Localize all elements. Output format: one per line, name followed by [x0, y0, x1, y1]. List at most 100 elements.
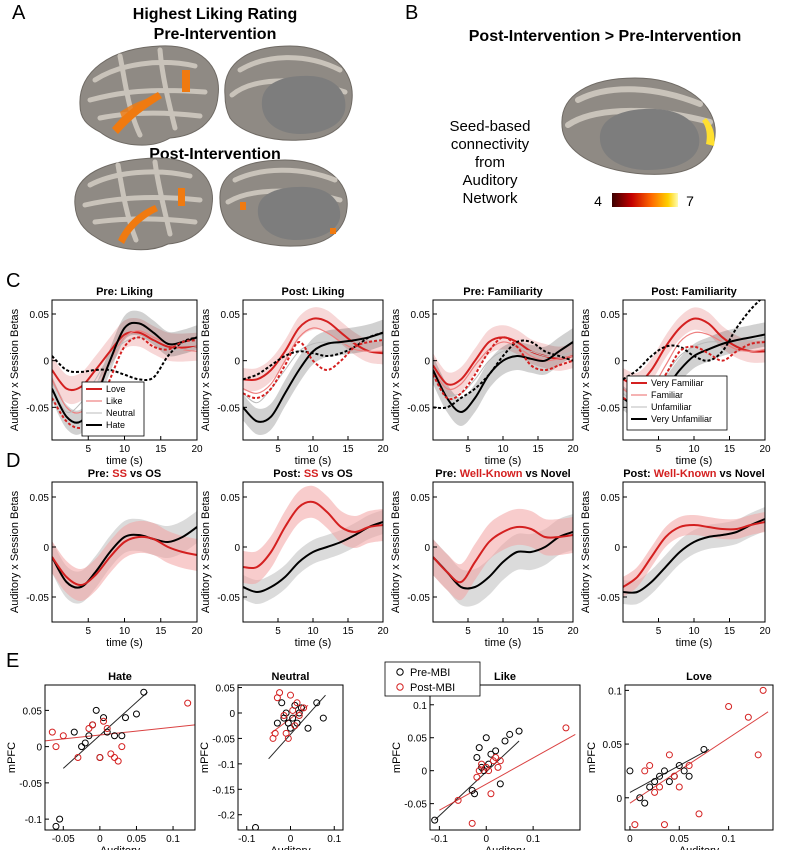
data-point-post — [287, 691, 294, 699]
title-part: Pre: — [88, 468, 112, 480]
title-part: Pre: — [435, 468, 459, 480]
seed-description: Seed-based connectivity from Auditory Ne… — [430, 118, 550, 208]
data-point-post — [284, 734, 292, 742]
data-point-pre — [304, 724, 312, 732]
data-point-pre — [111, 732, 119, 740]
data-point-pre — [278, 699, 286, 707]
y-axis-label: Auditory x Session Betas — [9, 308, 21, 431]
data-point-pre — [515, 727, 523, 735]
legend-label: Familiar — [651, 390, 683, 400]
title-part: vs OS — [319, 468, 353, 480]
x-tick-label: 0 — [97, 834, 103, 845]
data-point-pre — [501, 737, 509, 745]
chart-title: Hate — [108, 671, 132, 683]
panel-a-pre-label: Pre-Intervention — [153, 26, 277, 43]
title-part: SS — [112, 468, 127, 480]
data-point-post — [100, 717, 108, 725]
title-part: vs OS — [127, 468, 161, 480]
data-point-post — [96, 754, 104, 761]
x-tick-label: 0 — [627, 834, 633, 845]
x-tick-label: 10 — [119, 444, 131, 455]
data-point-post — [48, 728, 56, 736]
panel-letter-b: B — [405, 2, 419, 24]
legend-label: Neutral — [106, 408, 135, 418]
y-axis-label: mPFC — [586, 742, 598, 773]
y-tick-label: 0.05 — [221, 310, 241, 321]
x-tick-label: 15 — [155, 444, 167, 455]
y-tick-label: 0 — [421, 767, 427, 778]
series-line — [243, 331, 383, 423]
y-tick-label: 0 — [43, 543, 49, 554]
y-axis-label: Auditory x Session Betas — [9, 490, 21, 613]
y-tick-label: 0 — [424, 543, 430, 554]
plot-area — [431, 724, 576, 827]
y-tick-label: 0.05 — [23, 706, 43, 717]
y-tick-label: -0.1 — [218, 760, 236, 771]
data-point-post — [631, 821, 639, 829]
legend-label-post: Post-MBI — [410, 682, 455, 694]
x-axis-label: Auditory — [100, 845, 141, 850]
x-axis-label: time (s) — [485, 637, 522, 649]
plot-area — [243, 485, 383, 604]
panel-letter-d: D — [6, 450, 21, 472]
data-point-post — [74, 754, 82, 761]
data-point-pre — [100, 714, 108, 722]
data-point-post — [468, 819, 476, 827]
x-axis-label: time (s) — [106, 455, 143, 467]
x-tick-label: 20 — [759, 444, 771, 455]
data-point-pre — [482, 734, 490, 742]
chart-C2: Post: Liking 0.05 0 -0.05 5 10 15 20 time (s) Aud… — [200, 286, 389, 467]
y-tick-label: -0.05 — [19, 779, 42, 790]
y-tick-label: -0.05 — [26, 593, 49, 604]
x-axis-label: time (s) — [106, 637, 143, 649]
series-line — [243, 339, 383, 400]
x-tick-label: 5 — [656, 626, 662, 637]
y-tick-label: 0 — [614, 543, 620, 554]
y-tick-label: 0.05 — [603, 740, 623, 751]
y-tick-label: -0.05 — [407, 403, 430, 414]
data-point-post — [478, 760, 486, 768]
title-part: Post: — [273, 468, 304, 480]
x-tick-label: 15 — [724, 626, 736, 637]
title-part: Post: — [623, 468, 654, 480]
y-tick-label: 0 — [616, 794, 622, 805]
y-tick-label: 0 — [43, 357, 49, 368]
series-line — [433, 531, 573, 590]
panel-letter-c: C — [6, 270, 21, 292]
series-line — [52, 535, 197, 587]
x-tick-label: 15 — [532, 626, 544, 637]
seed-line: Auditory — [462, 172, 518, 189]
data-point-pre — [487, 750, 495, 758]
y-axis-label: Auditory x Session Betas — [390, 308, 402, 431]
y-axis-label: Auditory x Session Betas — [580, 490, 592, 613]
data-point-post — [651, 788, 659, 796]
y-tick-label: 0.05 — [411, 493, 431, 504]
series-line — [243, 327, 383, 394]
data-point-post — [118, 743, 126, 751]
y-tick-label: 0 — [234, 357, 240, 368]
y-tick-label: -0.05 — [407, 593, 430, 604]
y-tick-label: -0.05 — [26, 403, 49, 414]
y-tick-label: 0.05 — [601, 493, 621, 504]
plot-area — [626, 686, 769, 829]
x-axis-label: time (s) — [676, 637, 713, 649]
data-point-post — [276, 689, 284, 697]
data-point-post — [184, 699, 192, 707]
y-tick-label: 0.05 — [216, 684, 236, 695]
data-point-pre — [78, 743, 86, 751]
y-axis-label: mPFC — [199, 742, 211, 773]
data-point-pre — [641, 799, 649, 807]
scatter-legend: Pre-MBI Post-MBI — [384, 661, 481, 697]
y-tick-label: 0.05 — [411, 310, 431, 321]
colorbar — [612, 193, 678, 207]
data-point-pre — [636, 794, 644, 802]
data-point-pre — [473, 754, 481, 761]
x-tick-label: 0.1 — [327, 834, 341, 845]
data-point-post — [492, 754, 500, 761]
series-band — [243, 485, 383, 585]
data-point-post — [271, 729, 279, 737]
seed-line: Seed-based — [449, 118, 531, 135]
